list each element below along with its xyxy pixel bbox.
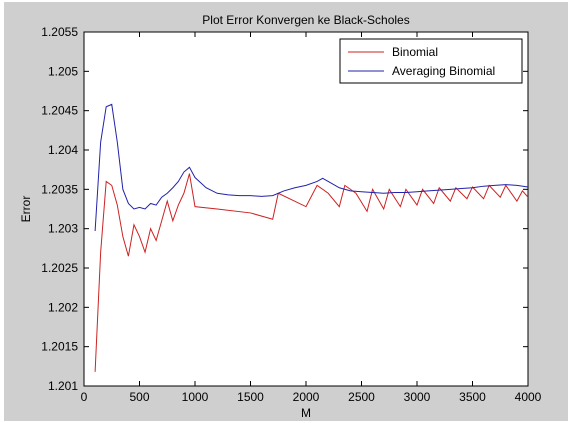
x-tick-label: 4000 bbox=[515, 390, 542, 404]
x-tick-label: 1500 bbox=[237, 390, 264, 404]
x-tick-label: 2000 bbox=[293, 390, 320, 404]
x-tick-label: 500 bbox=[129, 390, 149, 404]
chart-title: Plot Error Konvergen ke Black-Scholes bbox=[202, 13, 409, 27]
legend-label-binomial: Binomial bbox=[392, 45, 438, 59]
x-tick-label: 0 bbox=[81, 390, 88, 404]
x-tick-label: 2500 bbox=[348, 390, 375, 404]
y-tick-label: 1.2035 bbox=[41, 182, 78, 196]
y-tick-label: 1.2015 bbox=[41, 340, 78, 354]
y-tick-label: 1.2025 bbox=[41, 261, 78, 275]
y-tick-label: 1.201 bbox=[48, 379, 78, 393]
y-tick-label: 1.202 bbox=[48, 300, 78, 314]
x-tick-label: 3500 bbox=[459, 390, 486, 404]
y-tick-label: 1.204 bbox=[48, 143, 78, 157]
legend-label-averaging-binomial: Averaging Binomial bbox=[392, 64, 495, 78]
legend-box bbox=[339, 38, 523, 84]
axis-ticks: 0 500 1000 1500 2000 2500 3000 3500 4000 1.201 1.2… bbox=[41, 25, 541, 404]
y-tick-label: 1.2055 bbox=[41, 25, 78, 39]
x-tick-label: 1000 bbox=[182, 390, 209, 404]
series-layer bbox=[94, 103, 529, 372]
y-tick-label: 1.2045 bbox=[41, 104, 78, 118]
y-tick-label: 1.205 bbox=[48, 64, 78, 78]
series-line-binomial bbox=[94, 173, 529, 372]
series-line-averaging-binomial bbox=[94, 103, 529, 232]
y-axis-label: Error bbox=[19, 196, 33, 223]
plot-area bbox=[83, 31, 529, 387]
x-axis-label: M bbox=[301, 406, 311, 420]
legend: Binomial Averaging Binomial bbox=[339, 38, 523, 84]
y-tick-label: 1.203 bbox=[48, 222, 78, 236]
x-tick-label: 3000 bbox=[404, 390, 431, 404]
